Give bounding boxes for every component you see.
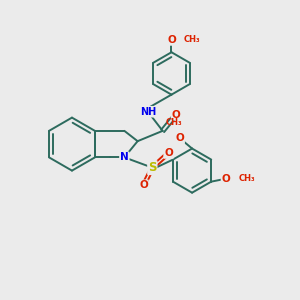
Text: O: O bbox=[175, 133, 184, 143]
Text: O: O bbox=[164, 148, 173, 158]
Text: CH₃: CH₃ bbox=[184, 35, 200, 44]
Text: S: S bbox=[148, 161, 157, 174]
Text: O: O bbox=[167, 35, 176, 45]
Text: O: O bbox=[222, 174, 230, 184]
Text: N: N bbox=[120, 152, 129, 162]
Text: CH₃: CH₃ bbox=[238, 174, 255, 183]
Text: CH₃: CH₃ bbox=[166, 118, 183, 127]
Text: O: O bbox=[172, 110, 180, 120]
Text: O: O bbox=[139, 180, 148, 190]
Text: NH: NH bbox=[140, 107, 156, 117]
